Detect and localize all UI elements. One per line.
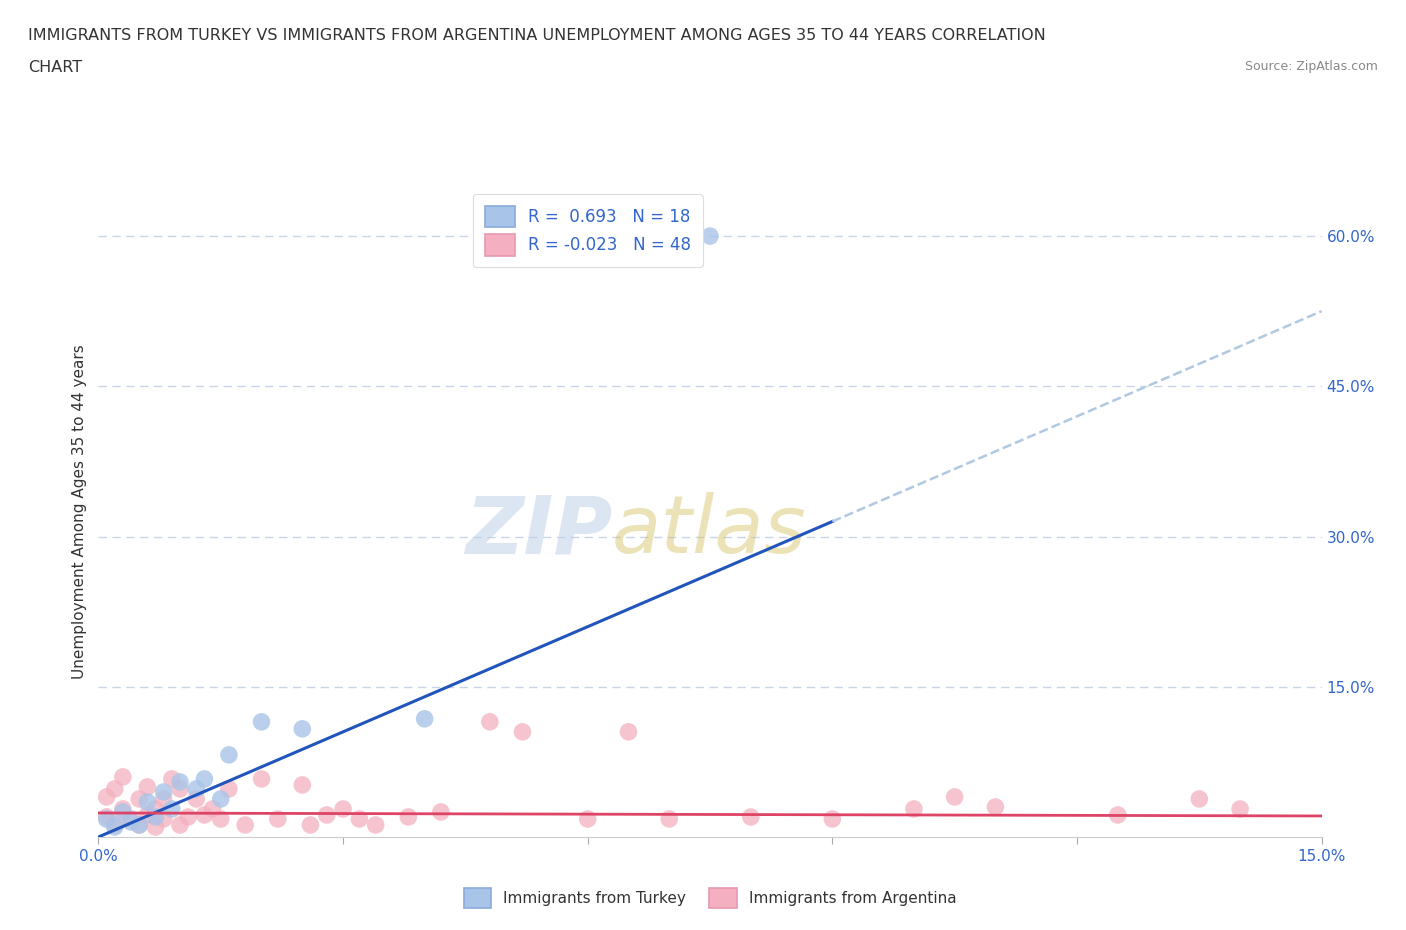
Point — [413, 711, 436, 726]
Point — [658, 812, 681, 827]
Point — [233, 817, 256, 832]
Point — [160, 802, 183, 817]
Point — [576, 812, 599, 827]
Point — [128, 791, 150, 806]
Point — [96, 809, 118, 824]
Point — [617, 724, 640, 739]
Point — [136, 794, 159, 809]
Point — [120, 815, 142, 830]
Point — [128, 817, 150, 832]
Point — [169, 817, 191, 832]
Point — [740, 809, 762, 824]
Point — [193, 807, 215, 822]
Point — [821, 812, 844, 827]
Point — [209, 791, 232, 806]
Point — [209, 812, 232, 827]
Point — [364, 817, 387, 832]
Point — [104, 819, 127, 834]
Point — [111, 802, 134, 817]
Point — [1229, 802, 1251, 817]
Point — [291, 722, 314, 737]
Y-axis label: Unemployment Among Ages 35 to 44 years: Unemployment Among Ages 35 to 44 years — [72, 344, 87, 679]
Point — [136, 807, 159, 822]
Point — [96, 790, 118, 804]
Point — [315, 807, 337, 822]
Point — [152, 785, 174, 800]
Point — [111, 769, 134, 784]
Point — [186, 781, 208, 796]
Point — [128, 817, 150, 832]
Point — [699, 229, 721, 244]
Point — [943, 790, 966, 804]
Text: atlas: atlas — [612, 492, 807, 570]
Point — [512, 724, 534, 739]
Point — [332, 802, 354, 817]
Point — [299, 817, 322, 832]
Point — [136, 779, 159, 794]
Point — [160, 772, 183, 787]
Legend: Immigrants from Turkey, Immigrants from Argentina: Immigrants from Turkey, Immigrants from … — [457, 883, 963, 914]
Point — [291, 777, 314, 792]
Point — [903, 802, 925, 817]
Point — [145, 819, 167, 834]
Point — [152, 812, 174, 827]
Point — [218, 781, 240, 796]
Point — [193, 772, 215, 787]
Point — [104, 817, 127, 832]
Point — [169, 781, 191, 796]
Point — [111, 804, 134, 819]
Point — [349, 812, 371, 827]
Point — [152, 791, 174, 806]
Point — [201, 802, 224, 817]
Point — [145, 802, 167, 817]
Point — [430, 804, 453, 819]
Point — [177, 809, 200, 824]
Text: ZIP: ZIP — [465, 492, 612, 570]
Point — [145, 809, 167, 824]
Point — [267, 812, 290, 827]
Point — [984, 800, 1007, 815]
Point — [478, 714, 501, 729]
Point — [1188, 791, 1211, 806]
Text: Source: ZipAtlas.com: Source: ZipAtlas.com — [1244, 60, 1378, 73]
Point — [169, 775, 191, 790]
Point — [1107, 807, 1129, 822]
Text: IMMIGRANTS FROM TURKEY VS IMMIGRANTS FROM ARGENTINA UNEMPLOYMENT AMONG AGES 35 T: IMMIGRANTS FROM TURKEY VS IMMIGRANTS FRO… — [28, 28, 1046, 43]
Point — [104, 781, 127, 796]
Point — [250, 772, 273, 787]
Point — [120, 812, 142, 827]
Point — [250, 714, 273, 729]
Point — [96, 812, 118, 827]
Point — [186, 791, 208, 806]
Point — [396, 809, 419, 824]
Text: CHART: CHART — [28, 60, 82, 75]
Point — [218, 748, 240, 763]
